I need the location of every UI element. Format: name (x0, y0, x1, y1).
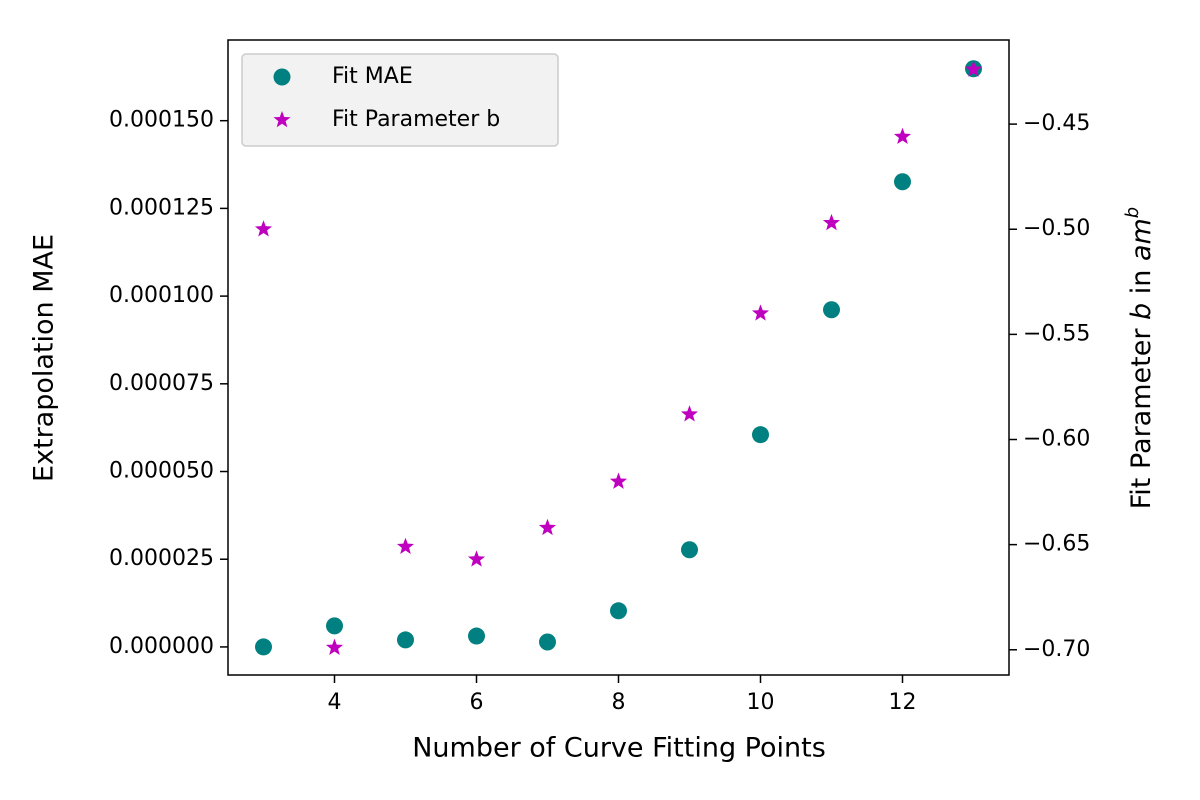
star-point (396, 537, 415, 555)
circle-point (752, 426, 769, 444)
y-tick-label: 0.000000 (109, 634, 214, 659)
star-point (254, 220, 273, 237)
legend-marker (273, 111, 291, 128)
label-part: in (1126, 261, 1157, 303)
y2-axis-label: Fit Parameter b in amb (1122, 207, 1157, 510)
x-tick-label: 12 (889, 690, 917, 715)
circle-point (539, 633, 556, 651)
label-part: am (1126, 218, 1157, 261)
y-tick-label: 0.000025 (109, 546, 214, 571)
y2-tick-label: −0.45 (1023, 111, 1090, 136)
y2-tick-label: −0.65 (1023, 532, 1090, 557)
star-point (751, 304, 770, 321)
circle-point (326, 617, 343, 635)
circle-point (823, 301, 840, 319)
legend-label: Fit Parameter b (332, 107, 500, 132)
x-tick-label: 8 (612, 690, 626, 715)
circle-point (468, 627, 485, 645)
y2-tick-label: −0.70 (1023, 637, 1090, 662)
y-tick-label: 0.000075 (109, 371, 214, 396)
circle-point (610, 602, 627, 620)
y2-tick-label: −0.50 (1023, 216, 1090, 241)
star-point (467, 550, 486, 567)
y2-tick-label: −0.55 (1023, 321, 1090, 346)
star-point (538, 518, 557, 536)
star-point (609, 472, 628, 489)
y2-tick-label: −0.60 (1023, 427, 1090, 452)
circle-point (681, 541, 698, 559)
x-tick-label: 6 (470, 690, 484, 715)
circle-point (255, 638, 272, 656)
star-point (680, 405, 699, 422)
star-point (964, 60, 983, 77)
label-part: Fit Parameter (1126, 320, 1157, 509)
plot-frame (227, 39, 1010, 676)
y-axis-label: Extrapolation MAE (29, 234, 60, 482)
y-tick-label: 0.000125 (109, 195, 214, 220)
x-tick-label: 10 (747, 690, 775, 715)
legend-label: Fit MAE (332, 64, 413, 89)
x-axis-label: Number of Curve Fitting Points (412, 733, 826, 764)
legend-box (241, 53, 559, 147)
y-tick-label: 0.000150 (109, 108, 214, 133)
legend-marker (273, 68, 291, 86)
legend: Fit MAE Fit Parameter b (241, 53, 559, 147)
x-tick-label: 4 (328, 690, 342, 715)
star-point (893, 127, 912, 144)
label-part: b (1122, 207, 1143, 218)
circle-point (894, 173, 911, 191)
y-tick-label: 0.000050 (109, 459, 214, 484)
label-part: b (1126, 303, 1157, 320)
circle-point (397, 631, 414, 649)
star-point (325, 638, 344, 655)
y-tick-label: 0.000100 (109, 283, 214, 308)
star-point (822, 213, 841, 231)
